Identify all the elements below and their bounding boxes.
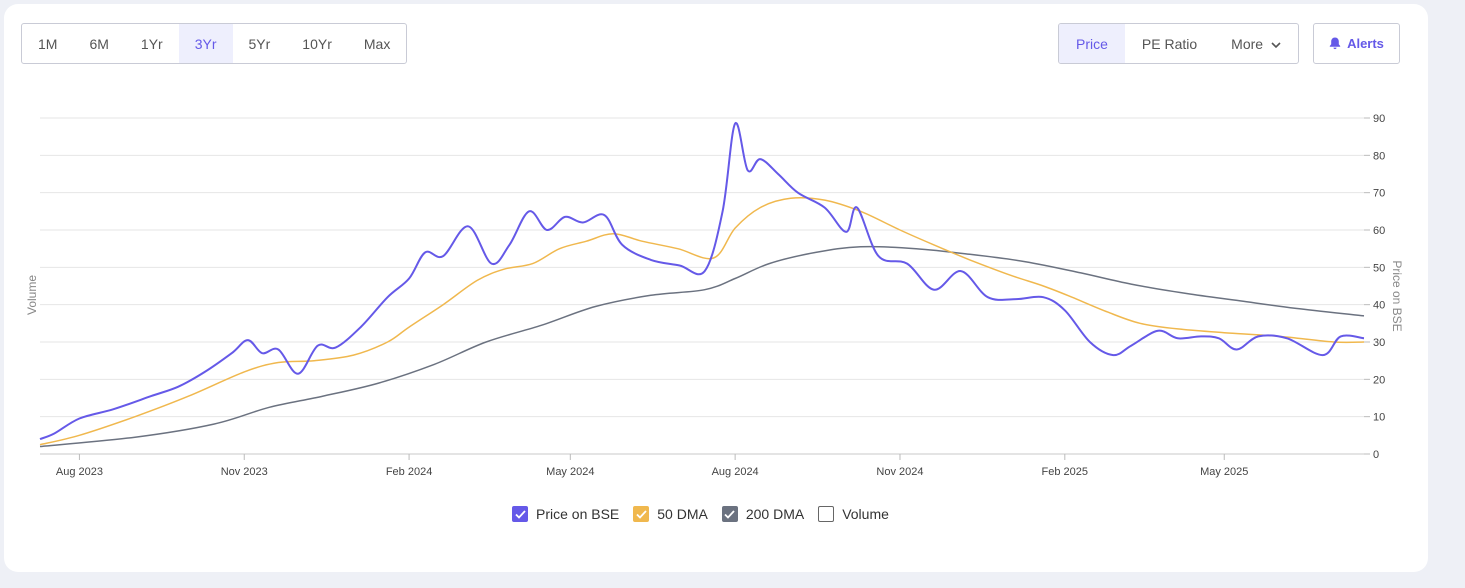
y-tick-label: 0 <box>1373 449 1379 461</box>
metric-selector: Price PE Ratio More <box>1058 23 1300 64</box>
legend-label: Volume <box>842 506 889 522</box>
y-tick-label: 20 <box>1373 374 1385 386</box>
y-tick-label: 30 <box>1373 337 1385 349</box>
x-tick-label: Aug 2024 <box>712 466 759 478</box>
range-button-1yr[interactable]: 1Yr <box>140 35 163 52</box>
x-tick-label: Aug 2023 <box>56 466 103 478</box>
legend-item-50-dma[interactable]: 50 DMA <box>633 506 708 522</box>
checkbox-checked-icon[interactable] <box>633 506 650 522</box>
bell-icon <box>1329 37 1341 50</box>
metric-button-label: More <box>1231 35 1264 52</box>
range-button-5yr[interactable]: 5Yr <box>248 35 271 52</box>
chart-legend: Price on BSE 50 DMA 200 DMA Volume <box>512 506 903 522</box>
range-button-max[interactable]: Max <box>363 35 391 52</box>
x-tick-label: Feb 2024 <box>386 466 432 478</box>
metric-button-more[interactable]: More <box>1214 24 1298 63</box>
metric-button-label: PE Ratio <box>1141 35 1198 52</box>
series-line-price-on-bse <box>39 122 1365 441</box>
legend-label: 200 DMA <box>745 506 805 522</box>
y-tick-label: 40 <box>1373 300 1385 312</box>
series-line-200-dma <box>39 245 1365 448</box>
y-tick-label: 10 <box>1373 412 1385 424</box>
y-tick-label: 50 <box>1373 262 1385 274</box>
alerts-label: Alerts <box>1347 36 1384 51</box>
series-line-50-dma <box>39 196 1365 446</box>
legend-item-price-on-bse[interactable]: Price on BSE <box>512 506 619 522</box>
checkbox-checked-icon[interactable] <box>512 506 528 522</box>
right-axis-label: Price on BSE <box>1390 260 1404 331</box>
range-button-3yr[interactable]: 3Yr <box>178 24 233 63</box>
y-tick-label: 60 <box>1373 225 1385 237</box>
checkbox-checked-icon[interactable] <box>721 506 738 522</box>
x-tick-label: May 2025 <box>1200 466 1248 478</box>
alerts-button[interactable]: Alerts <box>1313 23 1400 64</box>
left-axis-label: Volume <box>25 275 39 315</box>
chart-card <box>4 4 1428 572</box>
metric-button-pe-ratio[interactable]: PE Ratio <box>1125 24 1214 63</box>
y-tick-label: 80 <box>1373 150 1385 162</box>
range-button-1m[interactable]: 1M <box>38 35 58 52</box>
legend-item-volume[interactable]: Volume <box>818 506 889 522</box>
x-tick-label: May 2024 <box>546 466 594 478</box>
legend-label: 50 DMA <box>657 506 708 522</box>
range-button-10yr[interactable]: 10Yr <box>302 35 332 52</box>
y-tick-label: 70 <box>1373 188 1385 200</box>
time-range-selector: 1M 6M 1Yr 3Yr 5Yr 10Yr Max <box>21 23 408 64</box>
metric-button-label: Price <box>1076 35 1108 52</box>
range-button-6m[interactable]: 6M <box>89 35 109 52</box>
legend-item-200-dma[interactable]: 200 DMA <box>721 506 805 522</box>
chevron-down-icon <box>1271 36 1281 52</box>
checkbox-unchecked-icon[interactable] <box>818 506 835 522</box>
x-tick-label: Feb 2025 <box>1042 466 1088 478</box>
legend-label: Price on BSE <box>536 506 620 522</box>
metric-button-price[interactable]: Price <box>1059 24 1125 63</box>
y-tick-label: 90 <box>1373 113 1385 125</box>
x-tick-label: Nov 2023 <box>221 466 268 478</box>
x-tick-label: Nov 2024 <box>876 466 923 478</box>
